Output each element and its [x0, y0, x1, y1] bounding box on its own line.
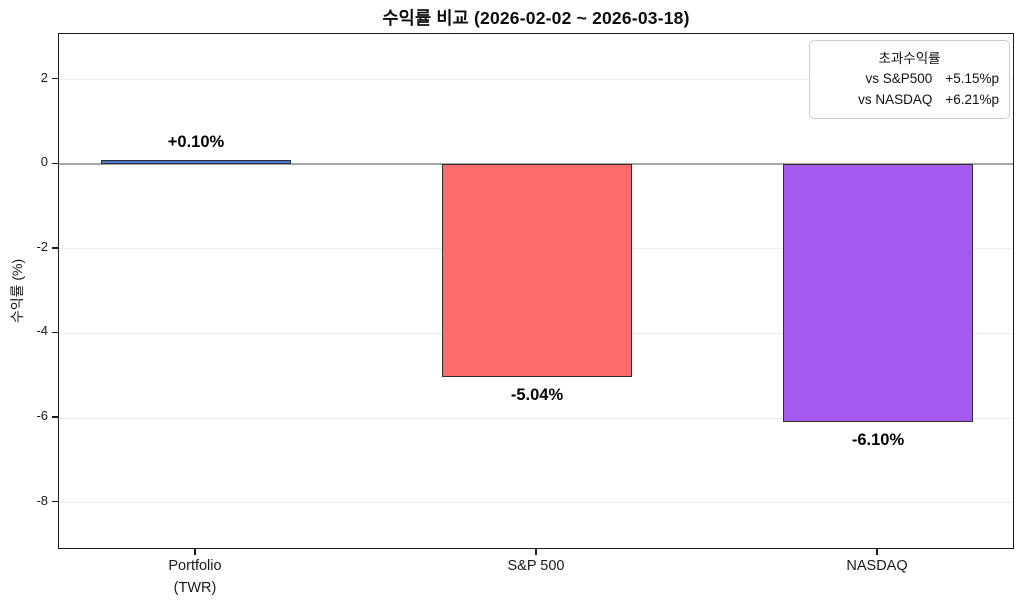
y-axis-label: 수익률 (%) — [9, 258, 25, 324]
x-tick-label-line: S&P 500 — [507, 558, 565, 574]
legend-title: 초과수익률 — [878, 51, 941, 66]
x-tick-label-line: (TWR) — [173, 579, 217, 596]
bar-value-label-sp500: -5.04% — [510, 386, 564, 405]
y-tick-mark — [52, 247, 58, 249]
bar-value-label-nasdaq: -6.10% — [851, 431, 905, 450]
legend-entry-sp500: vs S&P500 +5.15%p — [820, 69, 999, 90]
y-tick-label: 2 — [40, 69, 48, 85]
x-tick-label-portfolio-twr: Portfolio (TWR) — [95, 556, 295, 600]
y-tick-label: -8 — [36, 492, 48, 508]
y-tick-mark — [52, 500, 58, 503]
y-tick-label: -4 — [36, 323, 48, 339]
legend-entry-value: +6.21%p — [945, 91, 999, 107]
excess-return-legend: 초과수익률 vs S&P500 +5.15%p vs NASDAQ +6.21%… — [809, 40, 1010, 119]
y-tick-label: -2 — [36, 238, 48, 254]
y-tick-label: -6 — [36, 408, 48, 424]
x-tick-mark — [535, 549, 537, 555]
legend-entry-name: vs NASDAQ — [858, 91, 933, 107]
x-tick-label-line: NASDAQ — [846, 558, 908, 574]
bar-nasdaq — [783, 164, 973, 423]
x-tick-mark — [194, 549, 196, 555]
y-tick-mark — [52, 162, 58, 165]
bar-sp500 — [442, 164, 632, 378]
y-tick-mark — [52, 416, 58, 418]
legend-entry-value: +5.15%p — [945, 71, 999, 86]
gridline — [59, 502, 1013, 504]
plot-area: +0.10% -5.04% -6.10% — [58, 33, 1014, 549]
bar-portfolio-twr — [100, 160, 291, 165]
legend-entry-nasdaq: vs NASDAQ +6.21%p — [820, 90, 999, 111]
x-tick-label-line: Portfolio — [168, 558, 222, 574]
y-tick-mark — [52, 77, 58, 80]
x-tick-label-sp500: S&P 500 — [436, 556, 636, 578]
bar-value-label-portfolio-twr: +0.10% — [167, 133, 225, 152]
gridline — [59, 79, 1013, 81]
legend-entry-name: vs S&P500 — [865, 71, 933, 86]
x-tick-label-nasdaq: NASDAQ — [777, 556, 977, 578]
chart-title: 수익률 비교 (2026-02-02 ~ 2026-03-18) — [382, 8, 690, 28]
y-tick-label: 0 — [40, 154, 48, 170]
y-tick-mark — [52, 331, 58, 334]
gridline — [59, 417, 1013, 419]
x-tick-mark — [876, 549, 878, 555]
